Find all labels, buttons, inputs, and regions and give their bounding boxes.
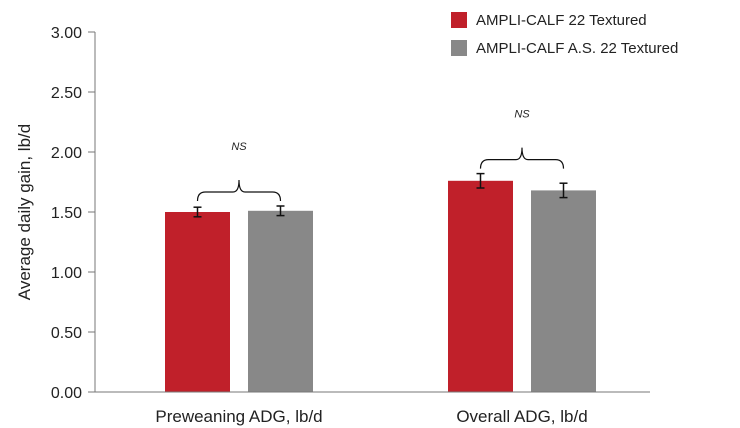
y-tick-label: 0.50	[51, 325, 82, 342]
x-category-label: Overall ADG, lb/d	[456, 407, 587, 426]
legend-label-series-2: AMPLI-CALF A.S. 22 Textured	[476, 40, 678, 57]
significance-label: NS	[514, 109, 530, 121]
y-tick-label: 2.00	[51, 145, 82, 162]
bar	[248, 210, 313, 392]
y-tick-label: 2.50	[51, 85, 82, 102]
legend-swatch-series-2	[451, 40, 467, 56]
error-bars	[193, 172, 568, 218]
legend-swatch-series-1	[451, 12, 467, 28]
bar	[531, 190, 596, 392]
significance-bracket	[196, 179, 282, 202]
y-tick-label: 0.00	[51, 385, 82, 402]
significance-label: NS	[231, 141, 247, 153]
legend: AMPLI-CALF 22 Textured AMPLI-CALF A.S. 2…	[451, 12, 678, 57]
significance-brackets: NS NS	[196, 109, 565, 202]
x-axis-category-labels: Preweaning ADG, lb/d Overall ADG, lb/d	[155, 407, 587, 426]
y-tick-label: 1.00	[51, 265, 82, 282]
bar	[165, 212, 230, 392]
y-tick-label: 3.00	[51, 25, 82, 42]
legend-label-series-1: AMPLI-CALF 22 Textured	[476, 12, 647, 29]
significance-bracket	[479, 147, 565, 169]
y-axis-title: Average daily gain, lb/d	[15, 124, 34, 300]
bars	[165, 180, 596, 392]
bar	[448, 180, 513, 392]
x-category-label: Preweaning ADG, lb/d	[155, 407, 322, 426]
y-axis-ticks: 0.00 0.50 1.00 1.50 2.00 2.50 3.00	[51, 25, 95, 402]
y-tick-label: 1.50	[51, 205, 82, 222]
